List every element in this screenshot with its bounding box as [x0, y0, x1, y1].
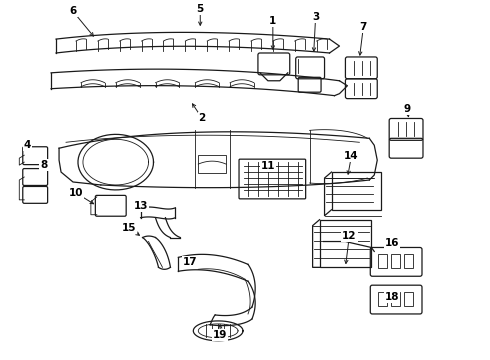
Text: 12: 12 — [342, 230, 357, 240]
Bar — [198, 155, 226, 173]
Text: 3: 3 — [312, 12, 319, 22]
Bar — [404, 255, 413, 268]
Text: 18: 18 — [385, 292, 399, 302]
Text: 14: 14 — [344, 151, 359, 161]
Text: 11: 11 — [261, 161, 275, 171]
Text: 1: 1 — [269, 16, 276, 26]
Text: 7: 7 — [360, 22, 367, 32]
Text: 8: 8 — [41, 160, 48, 170]
Text: 5: 5 — [196, 4, 204, 14]
Bar — [378, 292, 387, 306]
Text: 4: 4 — [24, 140, 31, 150]
Text: 15: 15 — [122, 222, 136, 233]
Bar — [319, 220, 371, 267]
Bar — [332, 172, 381, 210]
Text: 2: 2 — [198, 113, 206, 123]
Text: 10: 10 — [69, 188, 83, 198]
Text: 13: 13 — [133, 201, 148, 211]
Text: 17: 17 — [183, 257, 197, 267]
Bar — [391, 255, 400, 268]
Bar — [378, 255, 387, 268]
Text: 6: 6 — [70, 6, 76, 16]
Text: 9: 9 — [403, 104, 411, 113]
Text: 19: 19 — [213, 330, 227, 340]
Text: 16: 16 — [385, 238, 399, 248]
Bar — [391, 292, 400, 306]
Bar — [404, 292, 413, 306]
